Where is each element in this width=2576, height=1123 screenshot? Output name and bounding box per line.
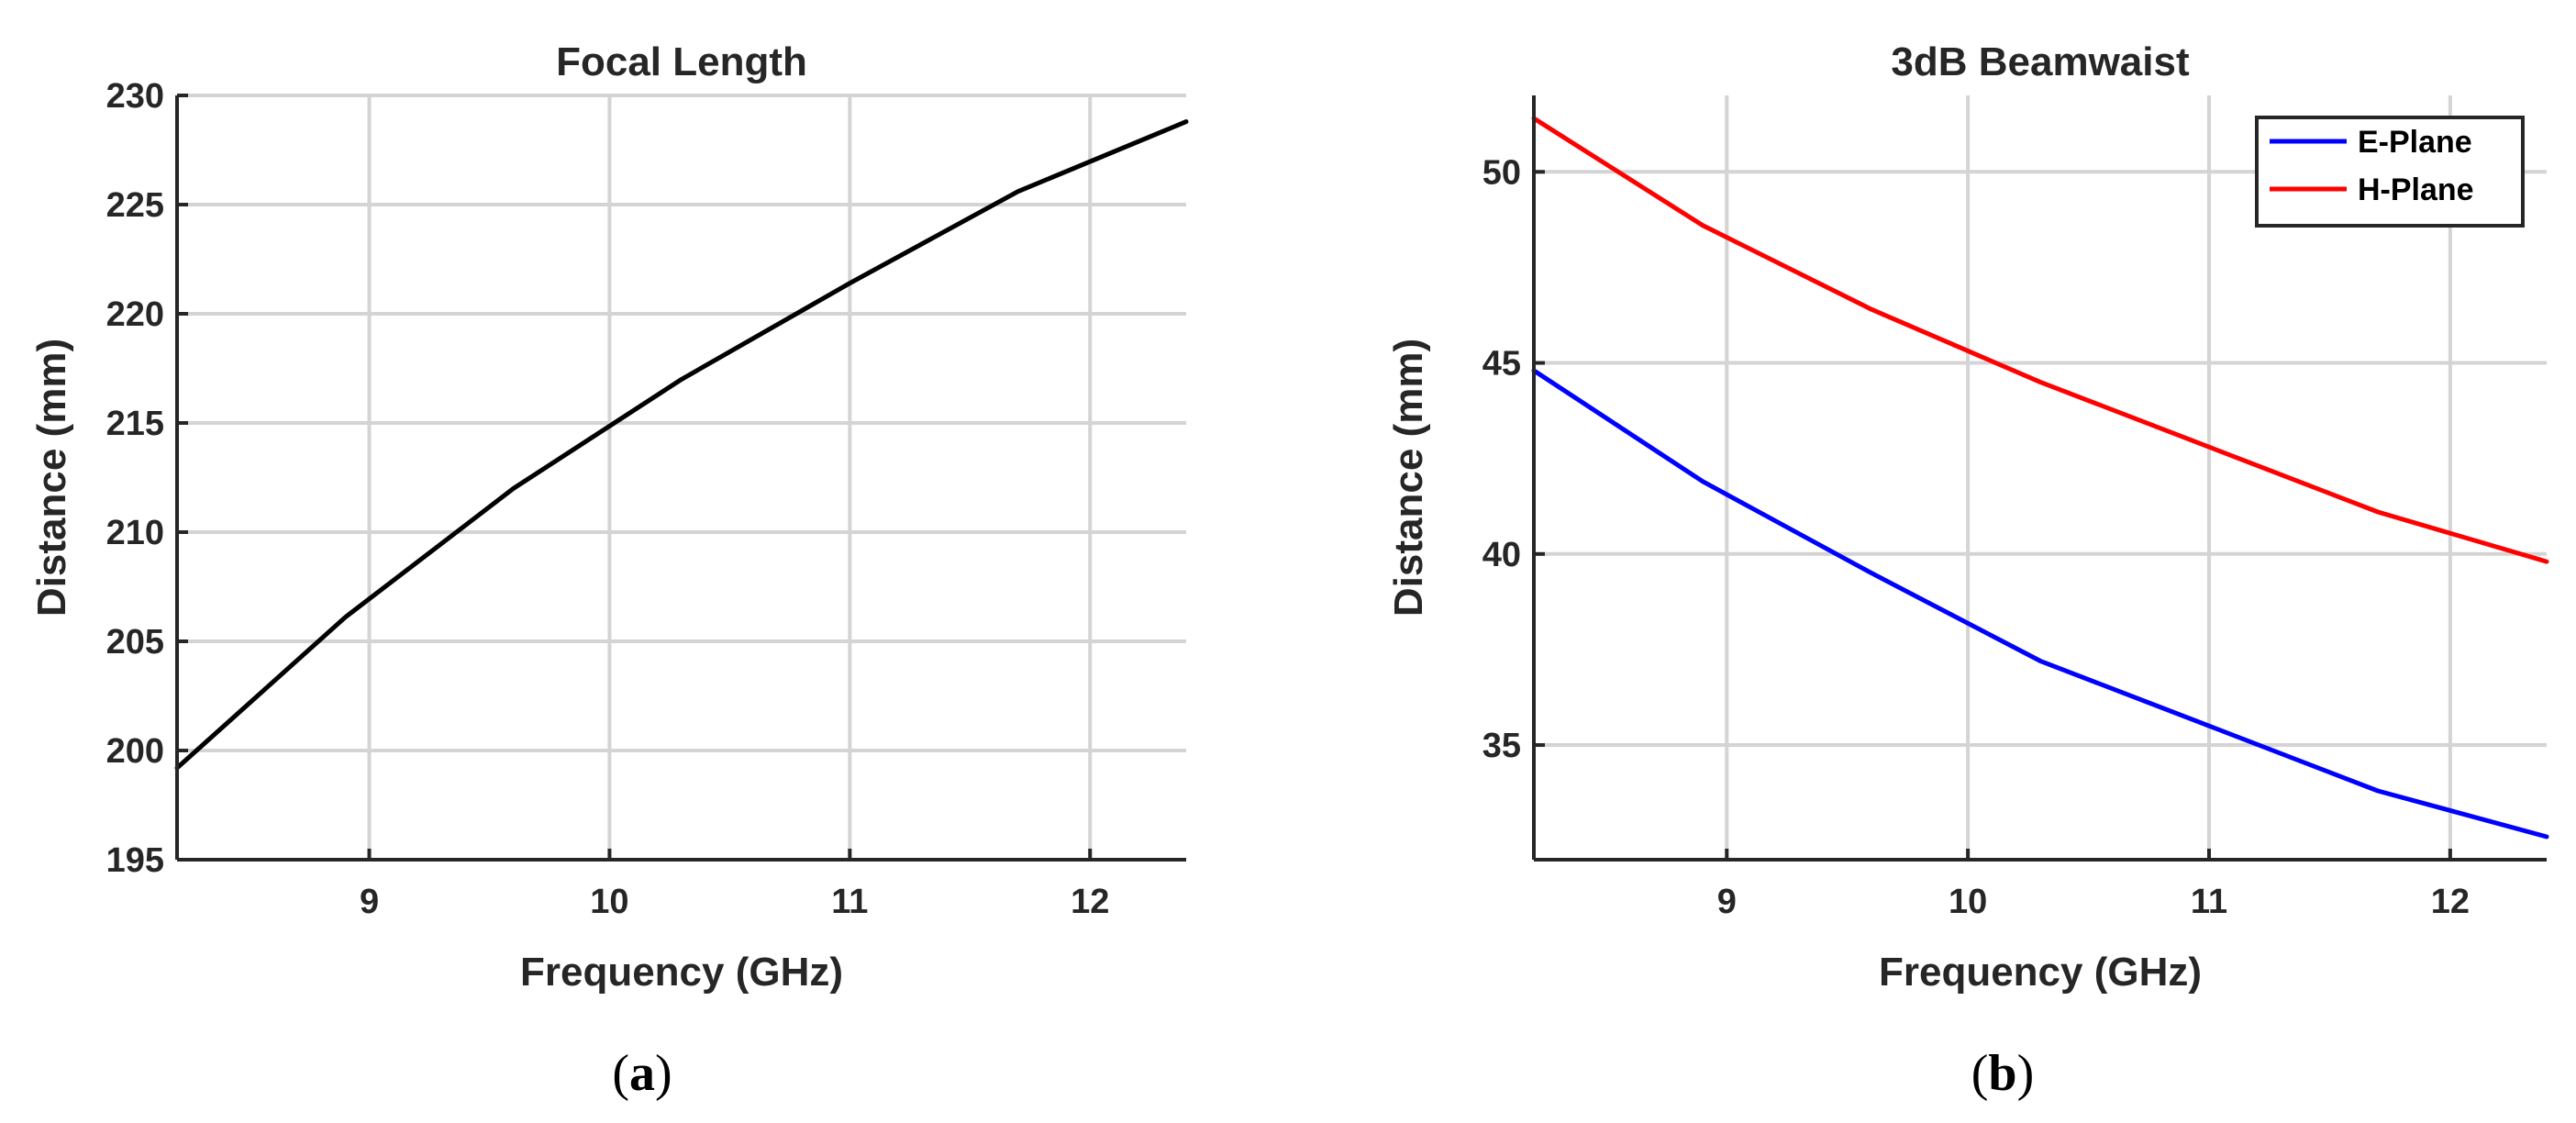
series-line-e-plane	[1531, 368, 2549, 839]
panel-label-a: (a)	[612, 1045, 672, 1102]
x-tick-label: 10	[590, 883, 628, 921]
legend-box	[2255, 116, 2525, 228]
chart-focal-length: 9 10 11 12 195 200 205 210 215 220 225 230 Focal Len…	[29, 39, 1189, 995]
x-axis-label: Frequency (GHz)	[1879, 950, 2202, 995]
y-tick-label: 35	[1482, 727, 1521, 765]
y-tick-label: 195	[106, 841, 164, 880]
legend-label: H-Plane	[2358, 172, 2474, 207]
x-tick-label: 11	[831, 883, 868, 921]
x-tick-label: 11	[2191, 883, 2227, 921]
x-tick-label: 10	[1949, 883, 1987, 921]
y-tick-label: 45	[1482, 345, 1521, 384]
y-tick-label: 50	[1482, 153, 1521, 192]
y-tick-label: 205	[106, 623, 164, 662]
chart-beamwaist: 9 10 11 12 35 40 45 50 3dB Beamwaist Frequency (G…	[1386, 39, 2549, 995]
panel-label-b: (b)	[1971, 1045, 2034, 1102]
x-tick-label: 12	[2431, 883, 2470, 921]
series-line-focal-length	[174, 119, 1189, 771]
x-tick-label: 9	[360, 883, 379, 921]
chart-title: Focal Length	[556, 39, 807, 84]
y-tick-label: 200	[106, 732, 164, 771]
x-tick-label: 12	[1071, 883, 1109, 921]
y-tick-label: 215	[106, 405, 164, 443]
y-axis-label: Distance (mm)	[29, 339, 74, 617]
x-tick-label: 9	[1717, 883, 1737, 921]
y-axis-label: Distance (mm)	[1386, 339, 1431, 617]
y-tick-label: 40	[1482, 536, 1521, 574]
y-tick-label: 210	[106, 514, 164, 552]
chart-title: 3dB Beamwaist	[1891, 39, 2190, 84]
y-tick-label: 230	[106, 77, 164, 116]
y-tick-label: 220	[106, 295, 164, 334]
series-line-h-plane	[1531, 116, 2549, 564]
y-tick-label: 225	[106, 186, 164, 225]
legend-label: E-Plane	[2358, 125, 2472, 160]
x-axis-label: Frequency (GHz)	[520, 950, 843, 995]
